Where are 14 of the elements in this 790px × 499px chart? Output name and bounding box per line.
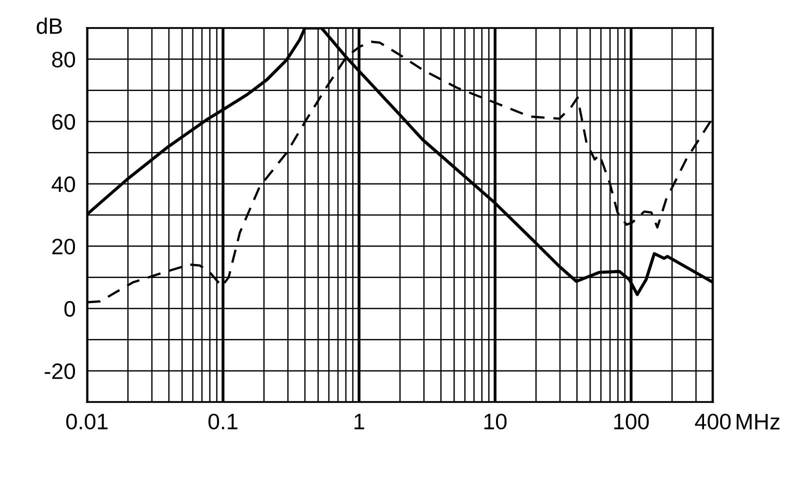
y-tick-label: 60 (52, 114, 76, 130)
y-tick-label: -20 (44, 363, 76, 380)
y-axis-title: dB (36, 18, 62, 34)
x-tick-label: 0.01 (66, 414, 108, 430)
y-tick-label: 80 (52, 52, 76, 68)
x-tick-label: 100 (614, 414, 649, 430)
x-axis-title: MHz (736, 414, 780, 430)
x-tick-label: 400 (694, 414, 731, 430)
y-tick-label: 40 (52, 176, 76, 192)
x-tick-label: 0.1 (208, 414, 238, 430)
x-tick-label: 10 (484, 414, 507, 430)
y-tick-label: 0 (64, 301, 76, 317)
x-tick-label: 1 (354, 414, 364, 430)
y-tick-label: 20 (52, 238, 76, 254)
